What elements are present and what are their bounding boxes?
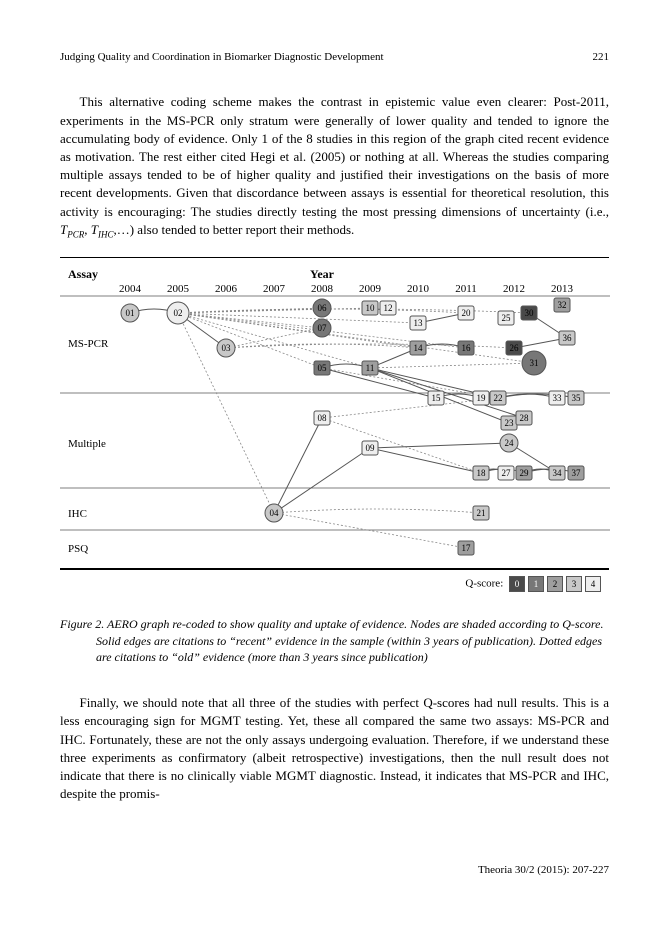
qscore-swatch-4: 4 <box>585 576 601 592</box>
svg-text:MS-PCR: MS-PCR <box>68 338 109 350</box>
svg-text:18: 18 <box>477 468 487 478</box>
svg-text:2010: 2010 <box>407 283 430 295</box>
qscore-label: Q-score: <box>465 577 503 589</box>
svg-text:35: 35 <box>572 393 582 403</box>
svg-text:23: 23 <box>505 418 515 428</box>
svg-text:Assay: Assay <box>68 267 98 281</box>
svg-text:28: 28 <box>520 413 530 423</box>
aero-graph-svg: AssayYear2004200520062007200820092010201… <box>60 258 610 568</box>
svg-text:2005: 2005 <box>167 283 190 295</box>
svg-text:IHC: IHC <box>68 508 87 520</box>
svg-text:2012: 2012 <box>503 283 525 295</box>
svg-text:32: 32 <box>558 300 567 310</box>
page-number: 221 <box>593 50 610 65</box>
svg-text:14: 14 <box>414 343 424 353</box>
qscore-swatch-2: 2 <box>547 576 563 592</box>
svg-text:07: 07 <box>318 323 328 333</box>
svg-text:08: 08 <box>318 413 328 423</box>
svg-text:Multiple: Multiple <box>68 438 106 450</box>
svg-text:02: 02 <box>174 308 183 318</box>
svg-text:17: 17 <box>462 543 472 553</box>
svg-text:36: 36 <box>563 333 573 343</box>
svg-text:2004: 2004 <box>119 283 142 295</box>
figure-2: AssayYear2004200520062007200820092010201… <box>60 257 609 598</box>
svg-text:06: 06 <box>318 303 328 313</box>
aero-graph-diagram: AssayYear2004200520062007200820092010201… <box>60 257 609 569</box>
svg-text:37: 37 <box>572 468 582 478</box>
running-title: Judging Quality and Coordination in Biom… <box>60 50 384 65</box>
svg-text:2006: 2006 <box>215 283 238 295</box>
svg-text:PSQ: PSQ <box>68 543 88 555</box>
svg-text:2008: 2008 <box>311 283 334 295</box>
svg-text:05: 05 <box>318 363 328 373</box>
svg-text:22: 22 <box>494 393 503 403</box>
svg-text:2009: 2009 <box>359 283 382 295</box>
svg-text:04: 04 <box>270 508 280 518</box>
svg-text:19: 19 <box>477 393 487 403</box>
svg-text:2011: 2011 <box>455 283 477 295</box>
svg-text:20: 20 <box>462 308 472 318</box>
svg-text:01: 01 <box>126 308 135 318</box>
svg-text:15: 15 <box>432 393 442 403</box>
svg-text:13: 13 <box>414 318 424 328</box>
svg-text:25: 25 <box>502 313 512 323</box>
svg-text:30: 30 <box>525 308 535 318</box>
body-paragraph-2: Finally, we should note that all three o… <box>60 694 609 803</box>
svg-text:27: 27 <box>502 468 512 478</box>
qscore-swatch-1: 1 <box>528 576 544 592</box>
svg-text:11: 11 <box>366 363 375 373</box>
svg-text:26: 26 <box>510 343 520 353</box>
q-score-legend: Q-score: 01234 <box>60 569 609 598</box>
svg-text:12: 12 <box>384 303 393 313</box>
svg-text:33: 33 <box>553 393 563 403</box>
svg-text:10: 10 <box>366 303 376 313</box>
qscore-swatch-0: 0 <box>509 576 525 592</box>
svg-text:03: 03 <box>222 343 232 353</box>
svg-text:29: 29 <box>520 468 530 478</box>
svg-text:09: 09 <box>366 443 376 453</box>
svg-text:34: 34 <box>553 468 563 478</box>
body-paragraph-1: This alternative coding scheme makes the… <box>60 93 609 241</box>
svg-text:2013: 2013 <box>551 283 574 295</box>
svg-text:16: 16 <box>462 343 472 353</box>
figure-2-caption: Figure 2. AERO graph re-coded to show qu… <box>60 616 609 666</box>
svg-text:2007: 2007 <box>263 283 286 295</box>
svg-text:21: 21 <box>477 508 486 518</box>
svg-text:Year: Year <box>310 267 335 281</box>
svg-text:24: 24 <box>505 438 515 448</box>
running-header: Judging Quality and Coordination in Biom… <box>60 50 609 65</box>
page-footer: Theoria 30/2 (2015): 207-227 <box>60 863 609 878</box>
qscore-swatch-3: 3 <box>566 576 582 592</box>
svg-text:31: 31 <box>530 358 539 368</box>
